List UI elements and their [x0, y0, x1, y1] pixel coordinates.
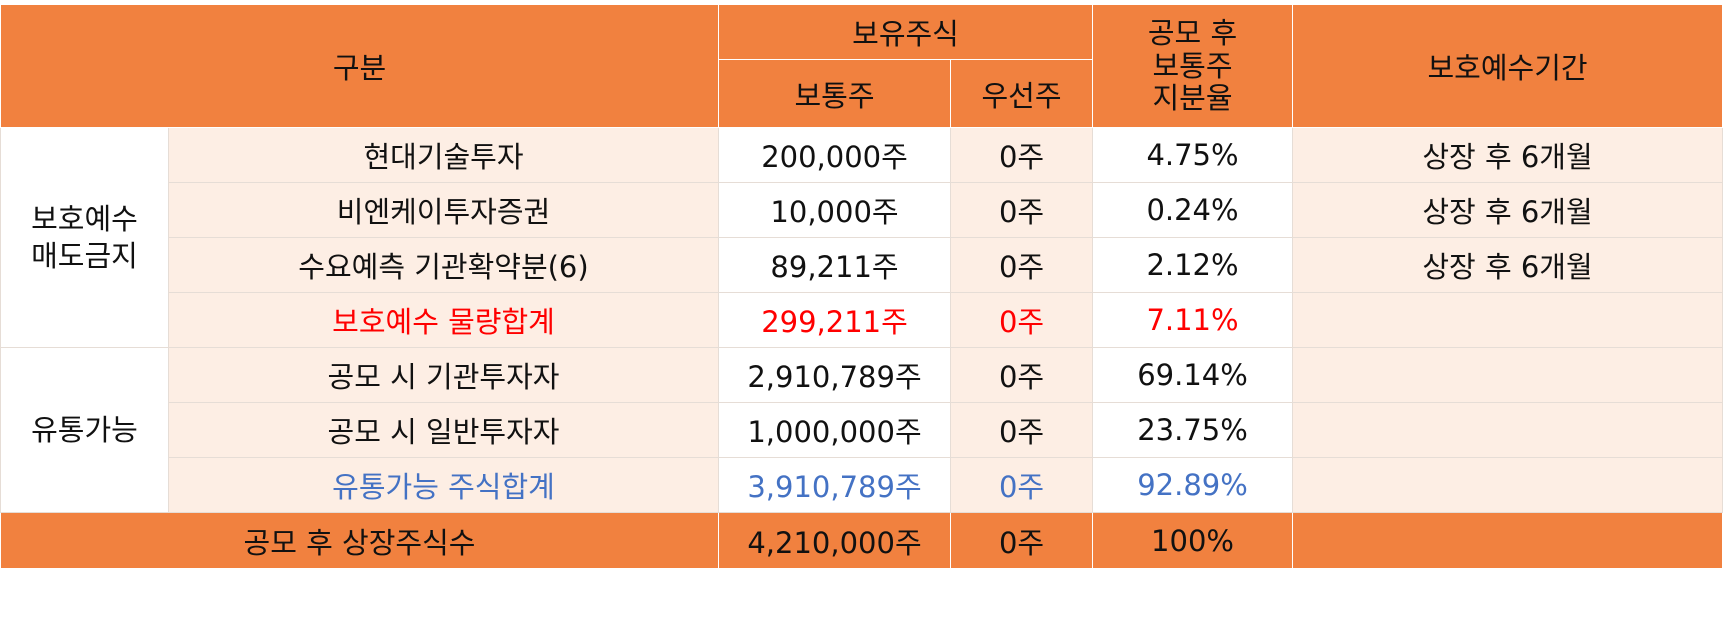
table-row: 공모 시 일반투자자 1,000,000주 0주 23.75% — [1, 402, 1724, 458]
row-common: 89,211주 — [718, 237, 951, 293]
subtotal-common: 299,211주 — [718, 292, 951, 348]
row-preferred: 0주 — [949, 182, 1094, 238]
row-period: 상장 후 6개월 — [1292, 237, 1724, 293]
group-protected-line2: 매도금지 — [31, 238, 138, 273]
row-preferred: 0주 — [949, 402, 1094, 458]
row-common: 10,000주 — [718, 182, 951, 238]
header-ratio: 공모 후 보통주 지분율 — [1092, 4, 1294, 128]
table-row: 보호예수 매도금지 현대기술투자 200,000주 0주 4.75% 상장 후 … — [0, 127, 1724, 348]
row-ratio: 23.75% — [1092, 402, 1294, 458]
table-row: 유통가능 공모 시 기관투자자 2,910,789주 0주 69.14% — [0, 347, 1724, 513]
subtotal-preferred: 0주 — [949, 457, 1094, 513]
row-common: 2,910,789주 — [718, 347, 951, 403]
row-period: 상장 후 6개월 — [1292, 127, 1724, 183]
row-name: 현대기술투자 — [168, 127, 719, 183]
row-period — [1292, 402, 1724, 458]
row-common: 1,000,000주 — [718, 402, 951, 458]
subtotal-name: 보호예수 물량합계 — [168, 292, 719, 348]
group-protected-line1: 보호예수 — [31, 202, 138, 237]
row-ratio: 69.14% — [1092, 347, 1294, 403]
row-period — [1292, 347, 1724, 403]
header-common: 보통주 — [718, 59, 951, 128]
subtotal-preferred: 0주 — [949, 292, 1094, 348]
header-lockup-period: 보호예수기간 — [1292, 4, 1724, 128]
header-category: 구분 — [0, 4, 719, 128]
row-ratio: 4.75% — [1092, 127, 1294, 183]
row-name: 수요예측 기관확약분(6) — [168, 237, 719, 293]
subtotal-row-protected: 보호예수 물량합계 299,211주 0주 7.11% — [1, 292, 1724, 348]
subtotal-period — [1292, 457, 1724, 513]
row-name: 공모 시 기관투자자 — [168, 347, 719, 403]
header-ratio-line1: 공모 후 — [1147, 16, 1238, 51]
row-name: 비엔케이투자증권 — [168, 182, 719, 238]
header-holdings: 보유주식 — [717, 4, 1094, 60]
subtotal-period — [1292, 292, 1724, 348]
row-common: 200,000주 — [718, 127, 951, 183]
row-preferred: 0주 — [949, 127, 1094, 183]
subtotal-ratio: 7.11% — [1092, 292, 1294, 348]
row-preferred: 0주 — [949, 347, 1094, 403]
group-tradable: 유통가능 — [0, 347, 169, 513]
subtotal-common: 3,910,789주 — [718, 457, 951, 513]
table-row: 비엔케이투자증권 10,000주 0주 0.24% 상장 후 6개월 — [1, 182, 1724, 238]
total-preferred: 0주 — [949, 512, 1094, 569]
row-ratio: 0.24% — [1092, 182, 1294, 238]
total-period — [1292, 512, 1724, 569]
row-preferred: 0주 — [949, 237, 1094, 293]
total-row: 공모 후 상장주식수 4,210,000주 0주 100% — [0, 512, 1724, 569]
lockup-table: 구분 보유주식 공모 후 보통주 지분율 보호예수기간 보통주 우선주 보호예수… — [0, 4, 1724, 569]
group-protected: 보호예수 매도금지 — [0, 127, 169, 348]
subtotal-ratio: 92.89% — [1092, 457, 1294, 513]
subtotal-name: 유통가능 주식합계 — [168, 457, 719, 513]
header-preferred: 우선주 — [949, 59, 1094, 128]
subtotal-row-tradable: 유통가능 주식합계 3,910,789주 0주 92.89% — [1, 457, 1724, 513]
table-row: 수요예측 기관확약분(6) 89,211주 0주 2.12% 상장 후 6개월 — [1, 237, 1724, 293]
total-ratio: 100% — [1092, 512, 1294, 569]
header-ratio-line2: 보통주 — [1152, 48, 1233, 83]
total-common: 4,210,000주 — [718, 512, 951, 569]
total-name: 공모 후 상장주식수 — [0, 512, 719, 569]
row-name: 공모 시 일반투자자 — [168, 402, 719, 458]
header-ratio-line3: 지분율 — [1152, 81, 1233, 116]
row-ratio: 2.12% — [1092, 237, 1294, 293]
row-period: 상장 후 6개월 — [1292, 182, 1724, 238]
